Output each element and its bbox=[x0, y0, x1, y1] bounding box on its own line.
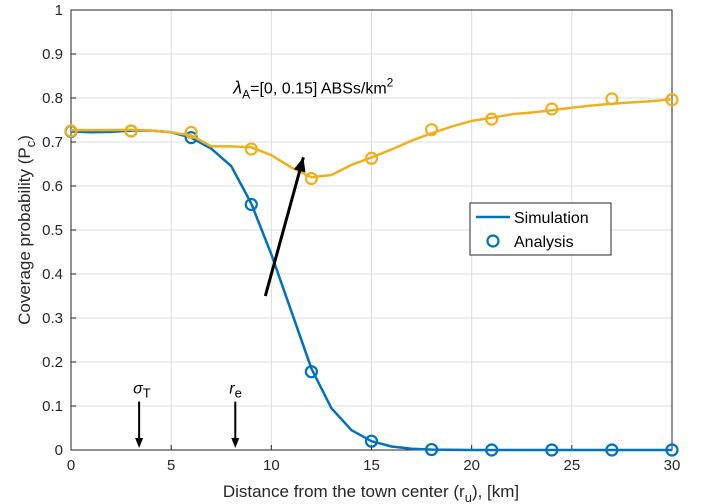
analysis-point bbox=[304, 365, 318, 379]
y-tick-label: 0 bbox=[55, 442, 63, 459]
analysis-point bbox=[485, 443, 499, 457]
lambda-annotation: λA=[0, 0.15] ABSs/km2 bbox=[232, 76, 394, 297]
x-tick-label: 10 bbox=[263, 457, 280, 474]
y-tick-label: 0.5 bbox=[42, 222, 63, 239]
x-tick-label: 0 bbox=[67, 457, 75, 474]
analysis-point bbox=[244, 197, 258, 212]
marker-label: re bbox=[229, 381, 242, 401]
tick-labels: 0 5 10 15 20 25 30 0 0.1 0.2 0.3 0.4 0.5 0.6 0.7 0.8 0.9… bbox=[42, 2, 680, 474]
y-tick-label: 0.8 bbox=[42, 90, 63, 107]
simulation-line-2 bbox=[71, 98, 673, 179]
legend-marker-analysis bbox=[486, 234, 500, 248]
legend-label-analysis: Analysis bbox=[514, 234, 574, 251]
annotation-arrow-shaft bbox=[263, 157, 305, 297]
y-tick-label: 0.7 bbox=[42, 134, 63, 151]
y-tick-label: 0.1 bbox=[42, 398, 63, 415]
x-axis-label: Distance from the town center (ru), [km] bbox=[223, 482, 519, 504]
y-tick-label: 0.9 bbox=[42, 46, 63, 63]
series-group bbox=[64, 92, 679, 457]
analysis-point bbox=[665, 93, 679, 107]
y-tick-label: 0.3 bbox=[42, 310, 63, 327]
x-tick-label: 15 bbox=[363, 457, 380, 474]
analysis-point bbox=[605, 92, 619, 106]
annotation-label: λA=[0, 0.15] ABSs/km2 bbox=[232, 76, 393, 102]
x-tick-label: 25 bbox=[563, 457, 580, 474]
x-tick-label: 5 bbox=[167, 457, 175, 474]
y-axis-label: Coverage probability (Pc) bbox=[15, 135, 38, 325]
analysis-point bbox=[425, 123, 439, 137]
analysis-point bbox=[364, 434, 379, 448]
marker-arrow-head bbox=[231, 438, 240, 448]
parameter-markers: σT re bbox=[133, 381, 242, 448]
annotation-arrow-head bbox=[293, 157, 306, 173]
analysis-point bbox=[665, 443, 679, 457]
analysis-point bbox=[485, 112, 499, 126]
plot-frame bbox=[70, 9, 673, 451]
analysis-point bbox=[364, 151, 379, 165]
analysis-point bbox=[304, 171, 318, 186]
marker-arrow-head bbox=[135, 438, 144, 448]
analysis-point bbox=[244, 142, 258, 156]
analysis-point bbox=[545, 443, 559, 457]
y-tick-label: 0.2 bbox=[42, 354, 63, 371]
marker-label: σT bbox=[133, 381, 151, 401]
analysis-point bbox=[545, 102, 559, 116]
legend: Simulation Analysis bbox=[469, 202, 612, 256]
analysis-point bbox=[425, 442, 439, 457]
y-tick-label: 0.6 bbox=[42, 178, 63, 195]
analysis-point bbox=[605, 443, 619, 457]
x-tick-label: 30 bbox=[664, 457, 681, 474]
analysis-point bbox=[124, 124, 138, 138]
legend-label-simulation: Simulation bbox=[514, 210, 589, 227]
x-tick-label: 20 bbox=[463, 457, 480, 474]
y-tick-label: 0.4 bbox=[42, 266, 63, 283]
analysis-point bbox=[184, 125, 198, 139]
analysis-point bbox=[64, 124, 78, 138]
y-tick-label: 1 bbox=[55, 2, 63, 19]
